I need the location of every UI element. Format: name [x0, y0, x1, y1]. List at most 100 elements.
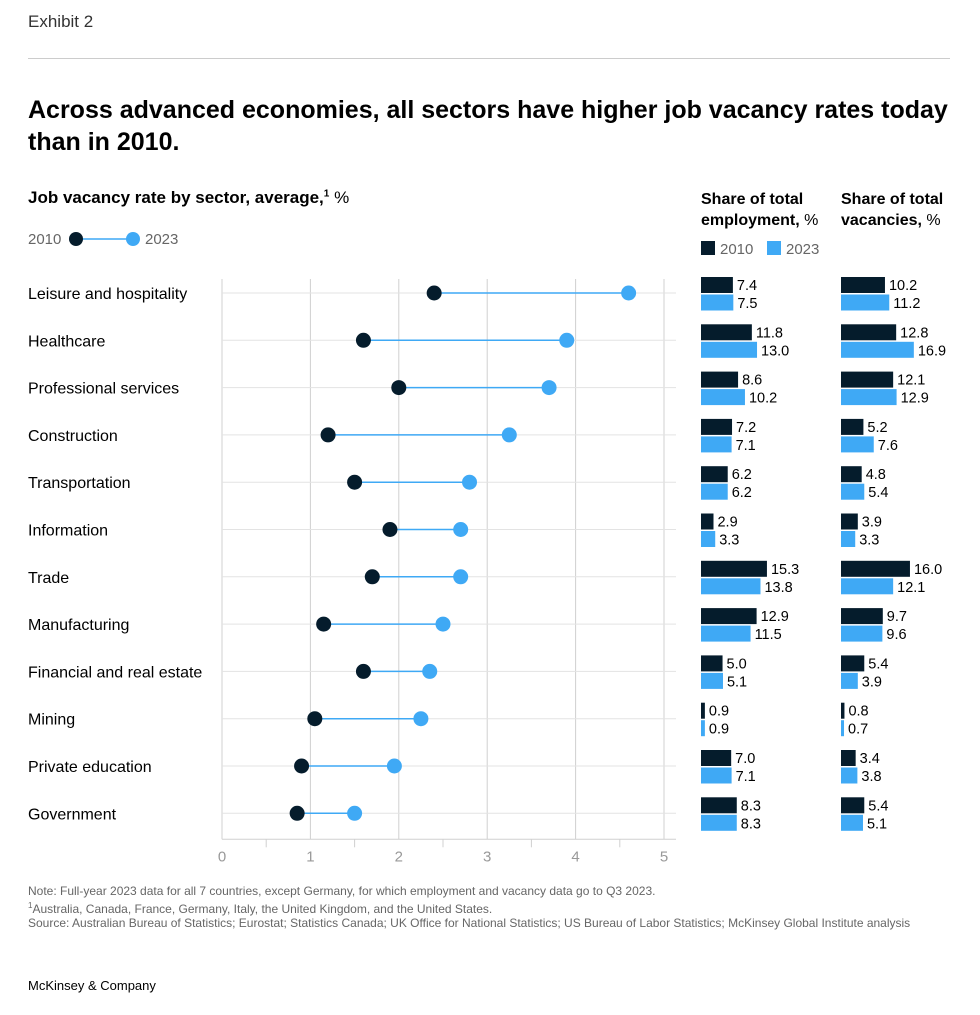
bar-2023	[701, 578, 761, 595]
bar-2010	[701, 418, 733, 435]
bar-label-2010: 10.2	[889, 278, 917, 294]
bar-label-2023: 5.4	[868, 485, 888, 501]
bar-2023	[841, 531, 856, 547]
bar-2023	[841, 672, 858, 689]
dot-2023	[453, 569, 469, 585]
bar-label-2023: 3.3	[859, 533, 879, 549]
dot-2010	[355, 663, 371, 679]
panel-unit: %	[799, 212, 819, 229]
bar-2023	[701, 720, 705, 737]
legend-label-2023: 2023	[145, 231, 178, 248]
category-label: Financial and real estate	[28, 664, 202, 681]
bar-label-2010: 12.1	[897, 373, 925, 389]
legend-dot-2023	[126, 232, 140, 246]
bar-label-2010: 11.8	[756, 325, 783, 341]
category-label: Mining	[28, 712, 75, 729]
bar-2010	[841, 797, 865, 814]
bar-2023	[701, 767, 732, 784]
category-label: Private education	[28, 759, 152, 776]
bar-label-2010: 3.9	[862, 515, 882, 531]
bar-2023	[701, 483, 728, 500]
chart: 2010 2023 2010 2023 0 1 2 3 4 5 Leisure and hospit…	[28, 231, 946, 865]
bar-2010	[841, 466, 862, 483]
bar-2010	[841, 513, 858, 530]
bar-2010	[701, 750, 732, 766]
bar-label-2023: 9.6	[886, 627, 906, 643]
bar-label-2010: 9.7	[887, 609, 907, 625]
bar-label-2023: 5.1	[867, 816, 887, 832]
bar-2023	[841, 294, 890, 311]
bar-label-2010: 16.0	[914, 562, 942, 578]
dot-2023	[501, 427, 517, 443]
dot-2010	[294, 758, 310, 774]
category-label: Professional services	[28, 381, 179, 398]
bar-2023	[701, 531, 716, 547]
bar-label-2023: 12.1	[897, 580, 925, 596]
bar-label-2023: 3.3	[719, 533, 739, 549]
category-label: Manufacturing	[28, 617, 129, 634]
source: Source: Australian Bureau of Statistics;…	[28, 916, 911, 930]
bar-label-2010: 0.9	[709, 704, 729, 720]
dot-2010	[316, 616, 332, 632]
bar-2010	[841, 560, 910, 577]
exhibit-label: Exhibit 2	[28, 12, 94, 31]
bar-2010	[841, 324, 897, 341]
bar-2010	[701, 797, 737, 814]
panel-title-employment: Share of total employment, %	[701, 189, 831, 231]
bar-label-2010: 0.8	[848, 704, 868, 720]
chart-title: Across advanced economies, all sectors h…	[28, 96, 948, 156]
x-tick-label: 3	[483, 848, 491, 865]
bar-label-2023: 0.9	[709, 722, 729, 738]
panel-title-vacancies: Share of total vacancies, %	[841, 189, 971, 231]
legend-label-2023: 2023	[786, 241, 819, 258]
bar-2010	[841, 277, 885, 293]
dot-2010	[289, 805, 305, 821]
legend-label-2010: 2010	[720, 241, 753, 258]
bar-label-2023: 8.3	[741, 816, 761, 832]
bar-label-2023: 3.9	[862, 674, 882, 690]
category-label: Healthcare	[28, 333, 105, 350]
bar-2010	[841, 655, 865, 672]
subtitle-text: Job vacancy rate by sector, average,	[28, 188, 324, 207]
dot-2023	[347, 805, 363, 821]
bar-label-2010: 3.4	[860, 751, 880, 767]
dot-2023	[559, 332, 575, 348]
subtitle-unit: %	[329, 188, 350, 207]
bar-2023	[841, 578, 894, 595]
bar-2023	[841, 767, 858, 784]
bar-label-2010: 15.3	[771, 562, 799, 578]
bar-2023	[701, 814, 737, 831]
note: Note: Full-year 2023 data for all 7 coun…	[28, 884, 656, 898]
bar-2023	[841, 814, 863, 831]
bar-2023	[841, 720, 845, 737]
bar-2010	[701, 702, 705, 719]
bar-label-2023: 10.2	[749, 391, 777, 407]
bar-label-2023: 11.5	[755, 627, 782, 643]
category-label: Transportation	[28, 475, 131, 492]
panel-unit: %	[921, 212, 941, 229]
bar-label-2010: 12.8	[900, 325, 928, 341]
bar-2010	[701, 371, 739, 388]
dot-2010	[382, 522, 398, 537]
bar-label-2023: 7.6	[878, 438, 898, 454]
x-tick-label: 5	[660, 848, 668, 865]
bar-2010	[841, 702, 845, 719]
bar-2023	[841, 389, 897, 406]
brand-logo: McKinsey & Company	[28, 978, 156, 993]
bar-label-2023: 13.0	[761, 343, 789, 359]
category-label: Trade	[28, 570, 69, 587]
dot-2010	[320, 427, 336, 443]
bar-2023	[701, 294, 734, 311]
bar-label-2023: 11.2	[893, 296, 920, 312]
bar-2010	[701, 513, 714, 530]
category-label: Government	[28, 806, 117, 823]
footnote-text: Australia, Canada, France, Germany, Ital…	[32, 901, 493, 916]
dot-2010	[391, 380, 407, 396]
bar-2010	[841, 371, 894, 388]
bar-2023	[701, 389, 745, 406]
bar-label-2023: 16.9	[918, 343, 946, 359]
legend-dot-2010	[69, 232, 83, 246]
bar-2010	[701, 560, 767, 577]
bar-2010	[841, 750, 856, 766]
notes: Note: Full-year 2023 data for all 7 coun…	[28, 884, 948, 931]
